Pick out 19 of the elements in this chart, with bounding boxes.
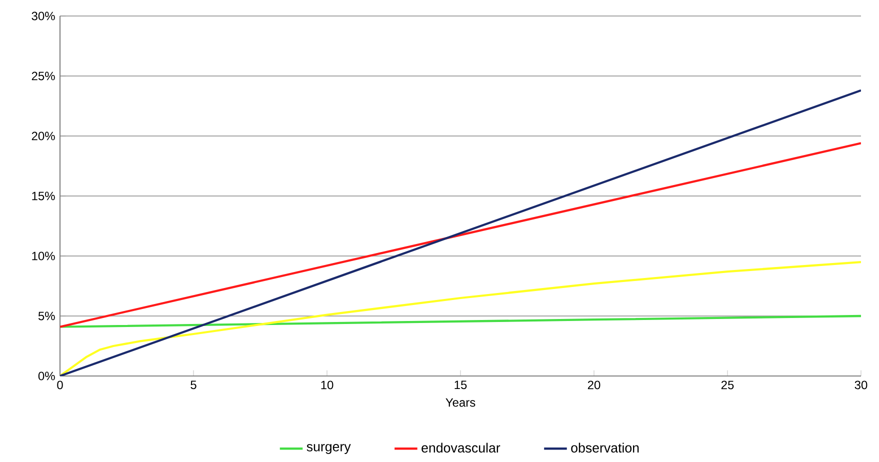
- x-tick-label: 10: [321, 380, 334, 390]
- x-tick-label: 30: [854, 380, 868, 390]
- y-tick-label: 25%: [32, 72, 55, 80]
- x-tick-label: 20: [588, 380, 600, 390]
- line-series: [60, 314, 861, 328]
- y-tick-label: 20%: [32, 132, 55, 140]
- x-tick-label: 0: [57, 380, 63, 390]
- x-tick-label: 15: [454, 380, 467, 390]
- legend-label: surgery: [306, 444, 351, 454]
- x-axis-title: Years: [446, 398, 476, 407]
- x-tick-label: 5: [190, 380, 196, 390]
- y-tick-label: 15%: [32, 192, 55, 200]
- legend-label: observation: [571, 442, 639, 453]
- x-tick-label: 25: [721, 380, 734, 390]
- y-tick-label: 5%: [38, 312, 55, 320]
- y-tick-label: 30%: [32, 12, 55, 20]
- y-tick-label: 10%: [32, 252, 55, 260]
- legend-label: endovascular: [422, 442, 500, 453]
- y-tick-label: 0%: [38, 372, 55, 380]
